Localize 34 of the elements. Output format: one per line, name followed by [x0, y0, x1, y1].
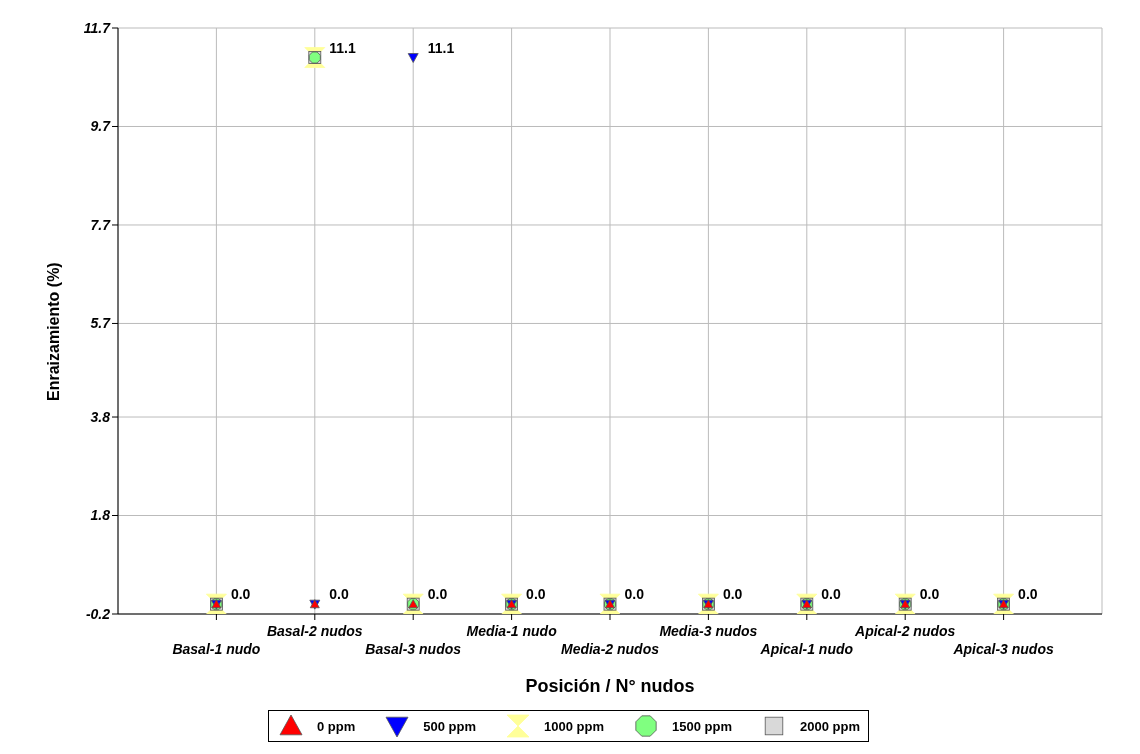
data-label: 11.1 — [427, 39, 455, 56]
x-tick-label: Basal-3 nudos — [365, 641, 462, 657]
data-label: 0.0 — [526, 586, 546, 603]
data-label: 0.0 — [1018, 586, 1038, 603]
y-tick-label: 1.8 — [90, 507, 111, 524]
y-tick-label: 9.7 — [90, 118, 112, 135]
data-label: 0.0 — [427, 586, 448, 603]
legend-label: 0 ppm — [317, 718, 356, 734]
y-tick-label: 3.8 — [90, 409, 111, 425]
y-tick-label: 5.7 — [90, 315, 112, 332]
legend-label: 1000 ppm — [544, 718, 605, 734]
x-tick-label: Media-2 nudos — [560, 641, 660, 657]
y-tick-label: -0.2 — [85, 605, 111, 622]
data-label: 0.0 — [821, 586, 841, 603]
legend-label: 1500 ppm — [672, 718, 733, 734]
y-tick-label: 11.7 — [83, 19, 112, 36]
x-tick-label: Basal-2 nudos — [266, 623, 363, 639]
y-tick-label: 7.7 — [90, 216, 112, 233]
x-axis-title: Posición / N° nudos — [525, 676, 695, 696]
data-label: 0.0 — [624, 586, 645, 603]
data-label: 0.0 — [919, 586, 940, 603]
x-tick-label: Basal-1 nudo — [172, 641, 261, 657]
x-tick-label: Apical-2 nudos — [854, 623, 956, 639]
x-tick-label: Apical-3 nudos — [952, 641, 1054, 657]
y-axis-title: Enraizamiento (%) — [44, 262, 62, 401]
legend-label: 2000 ppm — [800, 718, 860, 734]
x-tick-label: Apical-1 nudo — [759, 641, 854, 657]
data-label: 0.0 — [722, 586, 743, 603]
legend-label: 500 ppm — [423, 718, 477, 734]
data-label: 11.1 — [329, 39, 356, 56]
data-label: 0.0 — [329, 586, 349, 603]
data-label: 0.0 — [230, 586, 251, 603]
x-tick-label: Media-3 nudos — [659, 623, 758, 639]
x-tick-label: Media-1 nudo — [466, 623, 558, 639]
